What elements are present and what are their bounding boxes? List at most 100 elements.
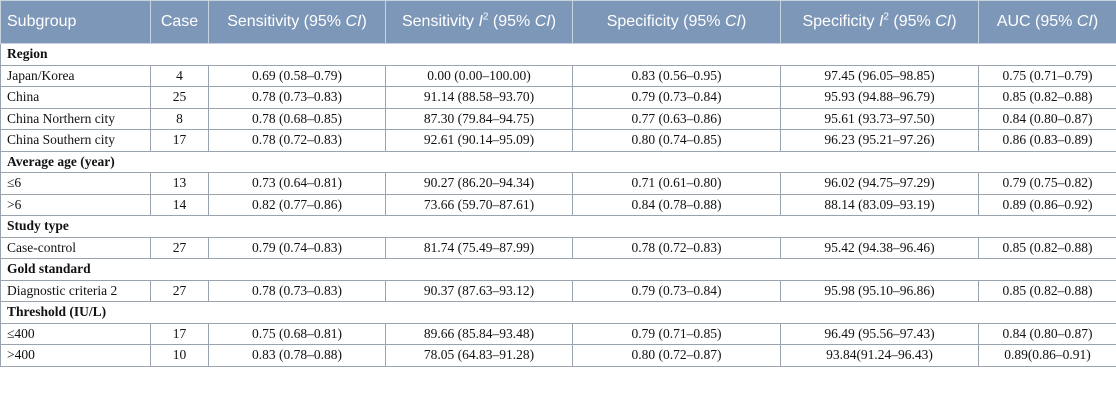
header-text: CI: [724, 13, 741, 30]
value-cell: 0.00 (0.00–100.00): [385, 64, 573, 87]
value-cell: 0.85 (0.82–0.88): [978, 86, 1116, 109]
subgroup-cell: China: [0, 86, 151, 109]
value-cell: 91.14 (88.58–93.70): [385, 86, 573, 109]
header-text: ): [361, 13, 367, 30]
subgroup-cell: >6: [0, 193, 151, 216]
value-cell: 95.61 (93.73–97.50): [780, 107, 979, 130]
value-cell: 0.84 (0.80–0.87): [978, 322, 1116, 345]
value-cell: 27: [150, 279, 209, 302]
section-row: Region: [0, 43, 1116, 66]
header-text: Sensitivity (95%: [227, 13, 346, 30]
value-cell: 0.71 (0.61–0.80): [572, 172, 781, 195]
header-text: 2: [482, 11, 489, 23]
value-cell: 8: [150, 107, 209, 130]
value-cell: 25: [150, 86, 209, 109]
value-cell: 0.78 (0.73–0.83): [208, 279, 386, 302]
header-text: Subgroup: [7, 13, 77, 30]
value-cell: 93.84(91.24–96.43): [780, 344, 979, 367]
header-row: Subgroup Case Sensitivity (95% CI) Sensi…: [0, 0, 1116, 44]
subgroup-cell: Case-control: [0, 236, 151, 259]
subgroup-cell: ≤6: [0, 172, 151, 195]
value-cell: 0.85 (0.82–0.88): [978, 236, 1116, 259]
header-cell: Specificity (95% CI): [572, 0, 781, 44]
header-text: I: [878, 13, 884, 30]
value-cell: 17: [150, 129, 209, 152]
value-cell: 0.85 (0.82–0.88): [978, 279, 1116, 302]
value-cell: 10: [150, 344, 209, 367]
value-cell: 0.84 (0.78–0.88): [572, 193, 781, 216]
data-row: >400 10 0.83 (0.78–0.88) 78.05 (64.83–91.28…: [0, 344, 1116, 367]
header-text: 2: [883, 11, 889, 23]
value-cell: 0.77 (0.63–0.86): [572, 107, 781, 130]
subgroup-cell: China Southern city: [0, 129, 151, 152]
section-row: Threshold (IU/L): [0, 301, 1116, 324]
value-cell: 13: [150, 172, 209, 195]
value-cell: 95.93 (94.88–96.79): [780, 86, 979, 109]
section-row: Average age (year): [0, 150, 1116, 173]
data-row: China Northern city 8 0.78 (0.68–0.85) 87.3…: [0, 107, 1116, 130]
value-cell: 0.79 (0.75–0.82): [978, 172, 1116, 195]
value-cell: 92.61 (90.14–95.09): [385, 129, 573, 152]
value-cell: 0.83 (0.78–0.88): [208, 344, 386, 367]
header-cell: Specificity I2 (95% CI): [780, 0, 979, 44]
value-cell: 0.84 (0.80–0.87): [978, 107, 1116, 130]
value-cell: 0.69 (0.58–0.79): [208, 64, 386, 87]
value-cell: 90.27 (86.20–94.34): [385, 172, 573, 195]
value-cell: 96.02 (94.75–97.29): [780, 172, 979, 195]
data-row: Diagnostic criteria 2 27 0.78 (0.73–0.83) 9…: [0, 279, 1116, 302]
header-cell: Sensitivity I2 (95% CI): [385, 0, 573, 44]
value-cell: 0.75 (0.68–0.81): [208, 322, 386, 345]
subgroup-table: Subgroup Case Sensitivity (95% CI) Sensi…: [0, 0, 1116, 367]
value-cell: 97.45 (96.05–98.85): [780, 64, 979, 87]
value-cell: 0.89(0.86–0.91): [978, 344, 1116, 367]
header-text: ): [1092, 13, 1099, 30]
data-row: China Southern city 17 0.78 (0.72–0.83) 92.…: [0, 129, 1116, 152]
data-row: Case-control 27 0.79 (0.74–0.83) 81.74 (75.…: [0, 236, 1116, 259]
value-cell: 27: [150, 236, 209, 259]
value-cell: 0.79 (0.71–0.85): [572, 322, 781, 345]
value-cell: 0.86 (0.83–0.89): [978, 129, 1116, 152]
value-cell: 0.89 (0.86–0.92): [978, 193, 1116, 216]
header-text: CI: [935, 13, 952, 30]
value-cell: 0.83 (0.56–0.95): [572, 64, 781, 87]
value-cell: 0.78 (0.72–0.83): [572, 236, 781, 259]
header-text: Sensitivity: [401, 13, 479, 30]
value-cell: 87.30 (79.84–94.75): [385, 107, 573, 130]
section-title: Threshold (IU/L): [0, 301, 1116, 324]
value-cell: 0.80 (0.74–0.85): [572, 129, 781, 152]
header-text: ): [550, 13, 557, 30]
value-cell: 88.14 (83.09–93.19): [780, 193, 979, 216]
section-title: Gold standard: [0, 258, 1116, 281]
value-cell: 0.73 (0.64–0.81): [208, 172, 386, 195]
header-cell: AUC (95% CI): [978, 0, 1116, 44]
value-cell: 95.98 (95.10–96.86): [780, 279, 979, 302]
subgroup-cell: Diagnostic criteria 2: [0, 279, 151, 302]
header-text: I: [478, 13, 483, 30]
value-cell: 0.82 (0.77–0.86): [208, 193, 386, 216]
section-title: Study type: [0, 215, 1116, 238]
section-title: Average age (year): [0, 150, 1116, 173]
table-header: Subgroup Case Sensitivity (95% CI) Sensi…: [0, 0, 1116, 44]
header-cell: Case: [150, 0, 209, 44]
value-cell: 96.49 (95.56–97.43): [780, 322, 979, 345]
header-text: Specificity: [802, 13, 879, 30]
value-cell: 78.05 (64.83–91.28): [385, 344, 573, 367]
header-text: CI: [534, 13, 551, 30]
header-text: CI: [345, 13, 362, 30]
data-row: ≤400 17 0.75 (0.68–0.81) 89.66 (85.84–93.48…: [0, 322, 1116, 345]
value-cell: 96.23 (95.21–97.26): [780, 129, 979, 152]
section-row: Gold standard: [0, 258, 1116, 281]
header-text: ): [951, 13, 957, 30]
data-row: ≤6 13 0.73 (0.64–0.81) 90.27 (86.20–94.34) 0…: [0, 172, 1116, 195]
value-cell: 90.37 (87.63–93.12): [385, 279, 573, 302]
value-cell: 73.66 (59.70–87.61): [385, 193, 573, 216]
value-cell: 81.74 (75.49–87.99): [385, 236, 573, 259]
subgroup-cell: ≤400: [0, 322, 151, 345]
section-title: Region: [0, 43, 1116, 66]
subgroup-cell: Japan/Korea: [0, 64, 151, 87]
header-text: Case: [160, 13, 199, 30]
header-text: (95%: [488, 13, 535, 30]
value-cell: 95.42 (94.38–96.46): [780, 236, 979, 259]
value-cell: 0.78 (0.73–0.83): [208, 86, 386, 109]
